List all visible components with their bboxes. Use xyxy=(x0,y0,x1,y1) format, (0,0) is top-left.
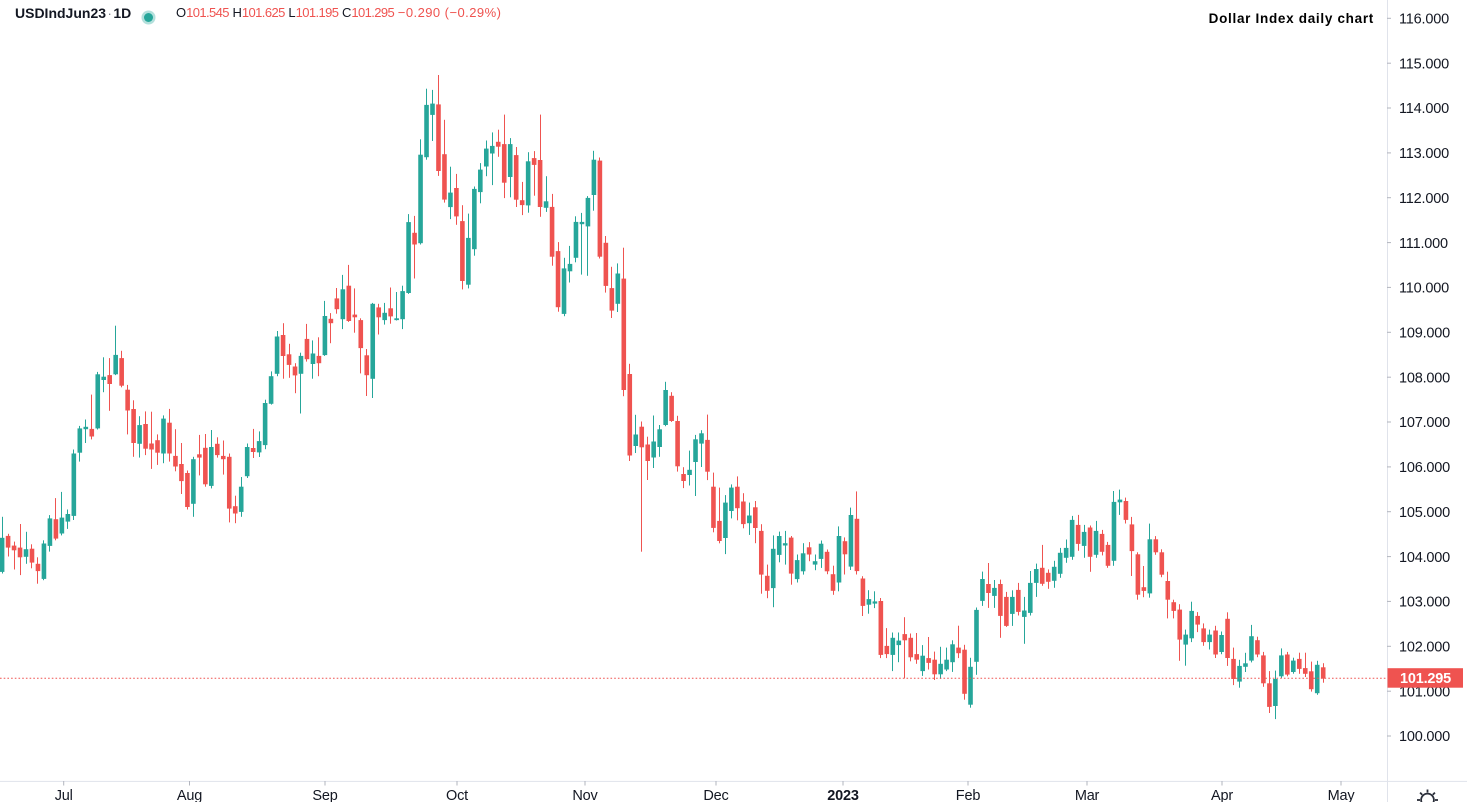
svg-text:116.000: 116.000 xyxy=(1399,12,1449,28)
svg-text:112.000: 112.000 xyxy=(1399,191,1449,207)
svg-text:Nov: Nov xyxy=(572,788,598,802)
svg-text:111.000: 111.000 xyxy=(1399,236,1448,252)
svg-text:113.000: 113.000 xyxy=(1399,146,1449,162)
svg-text:2023: 2023 xyxy=(827,788,859,802)
svg-text:106.000: 106.000 xyxy=(1399,460,1450,476)
svg-text:110.000: 110.000 xyxy=(1399,281,1449,297)
svg-text:Dec: Dec xyxy=(703,788,728,802)
svg-text:115.000: 115.000 xyxy=(1399,56,1449,72)
svg-text:Sep: Sep xyxy=(312,788,337,802)
svg-text:May: May xyxy=(1328,788,1356,802)
svg-text:108.000: 108.000 xyxy=(1399,370,1450,386)
svg-text:104.000: 104.000 xyxy=(1399,550,1450,566)
svg-text:107.000: 107.000 xyxy=(1399,415,1450,431)
svg-text:101.000: 101.000 xyxy=(1399,684,1450,700)
svg-text:100.000: 100.000 xyxy=(1399,729,1450,745)
svg-text:Oct: Oct xyxy=(446,788,468,802)
svg-text:Mar: Mar xyxy=(1075,788,1100,802)
svg-text:Feb: Feb xyxy=(956,788,981,802)
svg-text:Apr: Apr xyxy=(1211,788,1233,802)
svg-text:105.000: 105.000 xyxy=(1399,505,1450,521)
svg-text:103.000: 103.000 xyxy=(1399,595,1450,611)
svg-text:Aug: Aug xyxy=(177,788,202,802)
svg-text:102.000: 102.000 xyxy=(1399,640,1450,656)
svg-text:114.000: 114.000 xyxy=(1399,101,1449,117)
svg-text:101.295: 101.295 xyxy=(1400,671,1451,687)
svg-text:109.000: 109.000 xyxy=(1399,326,1450,342)
svg-text:Jul: Jul xyxy=(55,788,73,802)
